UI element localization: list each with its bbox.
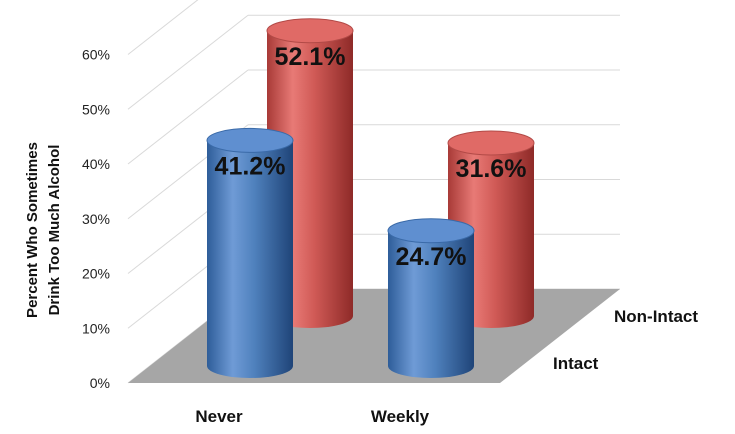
chart-floor — [128, 289, 620, 383]
series-labels: Non-Intact Intact — [553, 307, 698, 373]
y-tick-label: 60% — [82, 47, 110, 63]
series-label-intact: Intact — [553, 354, 599, 373]
data-label-intact-weekly: 24.7% — [396, 243, 467, 271]
bar-cap-intact-weekly — [387, 218, 475, 244]
y-tick-labels: 0% 10% 20% 30% 40% 50% 60% — [82, 47, 110, 392]
y-axis-title: Percent Who Sometimes Drink Too Much Alc… — [24, 142, 63, 318]
category-label-weekly: Weekly — [371, 407, 430, 426]
data-label-intact-never: 41.2% — [215, 152, 286, 180]
y-tick-label: 0% — [90, 375, 110, 391]
data-label-non-intact-never: 52.1% — [275, 43, 346, 71]
y-axis-title-line-2: Drink Too Much Alcohol — [46, 145, 63, 316]
gridline-diagonal — [127, 0, 199, 55]
y-tick-label: 20% — [82, 266, 110, 282]
data-label-non-intact-weekly: 31.6% — [456, 155, 527, 183]
data-labels: 52.1% 31.6% 41.2% 24.7% — [215, 43, 527, 271]
bar-intact-weekly — [388, 230, 474, 378]
series-label-non-intact: Non-Intact — [614, 307, 698, 326]
bars — [206, 18, 535, 378]
y-tick-label: 50% — [82, 101, 110, 117]
bar-cap-non-intact-weekly — [447, 130, 535, 156]
bar-cap-intact-never — [206, 127, 294, 153]
gridline-diagonal — [127, 69, 249, 165]
gridline-diagonal — [127, 14, 249, 110]
bar-cap-non-intact-never — [266, 18, 354, 44]
category-label-never: Never — [195, 407, 243, 426]
bar-intact-never — [207, 140, 293, 378]
y-tick-label: 10% — [82, 320, 110, 336]
category-labels: Never Weekly — [195, 407, 429, 426]
y-tick-label: 30% — [82, 211, 110, 227]
y-axis-title-line-1: Percent Who Sometimes — [24, 142, 41, 318]
y-tick-label: 40% — [82, 156, 110, 172]
